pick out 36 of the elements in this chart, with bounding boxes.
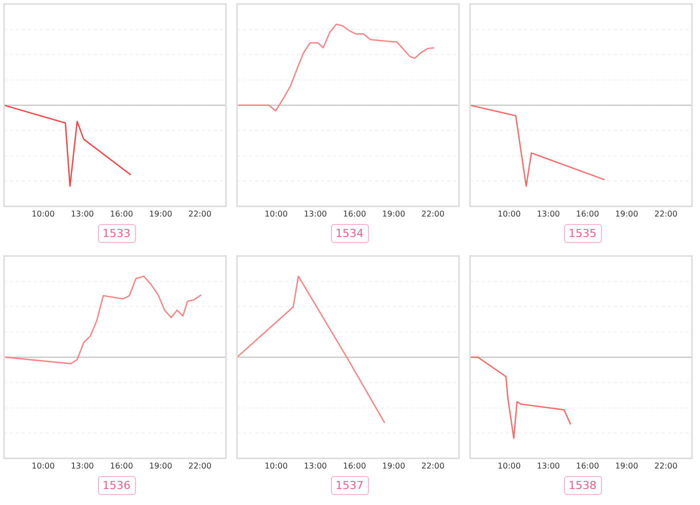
- x-tick-label: 22:00: [654, 461, 678, 470]
- x-tick-label: 19:00: [615, 209, 638, 218]
- x-tick-label: 16:00: [110, 209, 134, 218]
- text: 1535: [564, 224, 602, 243]
- x-tick-label: 19:00: [149, 209, 172, 218]
- x-tick-label: 19:00: [382, 461, 406, 470]
- x-tick-label: 10:00: [498, 461, 521, 470]
- x-tick-label: 10:00: [498, 209, 521, 218]
- x-tick-label: 19:00: [149, 461, 172, 470]
- x-tick-label: 10:00: [32, 461, 55, 470]
- x-tick-label: 22:00: [421, 461, 444, 470]
- x-tick-label: 10:00: [264, 209, 288, 218]
- x-tick-label: 16:00: [110, 461, 134, 470]
- x-tick-label: 22:00: [188, 461, 212, 470]
- x-tick-label: 13:00: [536, 461, 560, 470]
- text: 1534: [330, 224, 368, 243]
- x-tick-label: 16:00: [576, 461, 600, 470]
- x-tick-label: 22:00: [421, 209, 444, 218]
- x-tick-label: 13:00: [70, 209, 94, 218]
- x-tick-label: 22:00: [654, 209, 678, 218]
- x-tick-label: 19:00: [382, 209, 406, 218]
- text: 1533: [98, 224, 136, 243]
- x-tick-label: 13:00: [536, 209, 560, 218]
- x-tick-label: 16:00: [576, 209, 600, 218]
- x-tick-label: 16:00: [343, 461, 366, 470]
- x-tick-label: 13:00: [304, 461, 327, 470]
- x-tick-label: 22:00: [188, 209, 212, 218]
- x-tick-label: 19:00: [615, 461, 638, 470]
- x-tick-label: 16:00: [343, 209, 366, 218]
- x-tick-label: 13:00: [70, 461, 94, 470]
- x-tick-label: 13:00: [304, 209, 327, 218]
- text: 1538: [564, 476, 602, 495]
- text: 1537: [330, 476, 368, 495]
- text: 1536: [98, 476, 136, 495]
- x-tick-label: 10:00: [32, 209, 55, 218]
- x-tick-label: 10:00: [264, 461, 288, 470]
